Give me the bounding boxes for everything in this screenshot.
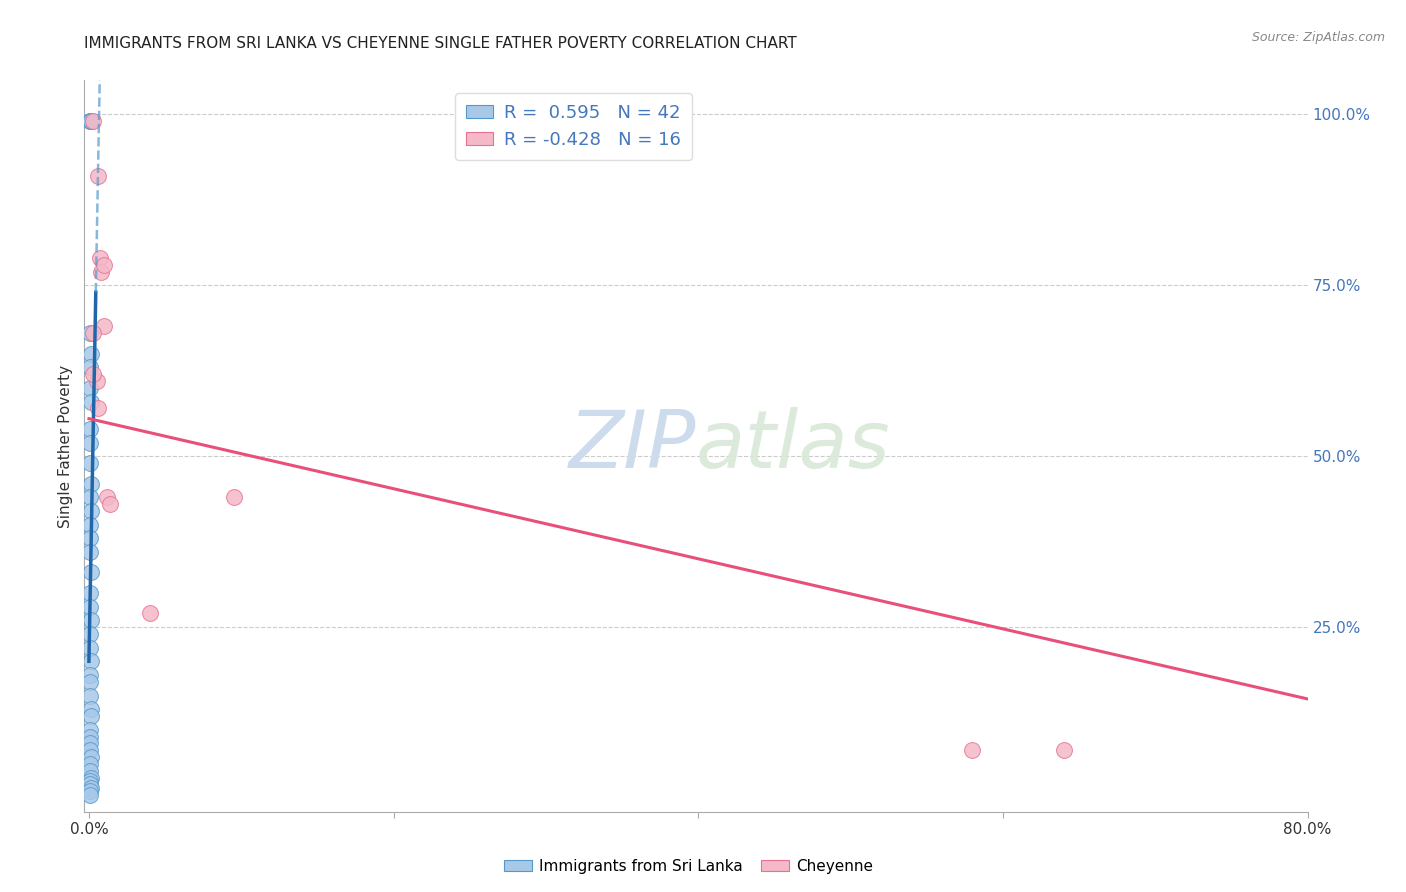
Legend: R =  0.595   N = 42, R = -0.428   N = 16: R = 0.595 N = 42, R = -0.428 N = 16 xyxy=(456,93,692,160)
Point xyxy=(79,689,101,703)
Point xyxy=(83,368,105,382)
Point xyxy=(80,702,103,716)
Point xyxy=(79,517,101,532)
Point xyxy=(79,640,101,655)
Point xyxy=(962,743,984,757)
Point xyxy=(79,784,101,798)
Legend: Immigrants from Sri Lanka, Cheyenne: Immigrants from Sri Lanka, Cheyenne xyxy=(498,853,880,880)
Point xyxy=(79,326,101,341)
Point xyxy=(80,114,103,128)
Point xyxy=(93,258,115,272)
Point xyxy=(79,777,101,791)
Point xyxy=(79,114,101,128)
Point xyxy=(79,545,101,559)
Point xyxy=(93,319,115,334)
Point xyxy=(86,374,108,388)
Point xyxy=(79,674,101,689)
Point xyxy=(79,774,101,789)
Point xyxy=(80,771,103,785)
Point xyxy=(79,723,101,737)
Point xyxy=(80,654,103,668)
Y-axis label: Single Father Poverty: Single Father Poverty xyxy=(58,365,73,527)
Point xyxy=(79,788,101,802)
Point xyxy=(79,627,101,641)
Point xyxy=(80,504,103,518)
Point xyxy=(89,251,111,265)
Point xyxy=(80,709,103,723)
Point xyxy=(80,750,103,764)
Point xyxy=(222,490,245,504)
Point xyxy=(79,736,101,750)
Point xyxy=(79,531,101,545)
Point xyxy=(79,668,101,682)
Point xyxy=(80,613,103,627)
Point xyxy=(83,114,105,128)
Point xyxy=(79,756,101,771)
Point xyxy=(79,743,101,757)
Point xyxy=(87,401,110,416)
Point xyxy=(79,435,101,450)
Point xyxy=(90,265,112,279)
Text: atlas: atlas xyxy=(696,407,891,485)
Text: IMMIGRANTS FROM SRI LANKA VS CHEYENNE SINGLE FATHER POVERTY CORRELATION CHART: IMMIGRANTS FROM SRI LANKA VS CHEYENNE SI… xyxy=(84,36,797,51)
Point xyxy=(80,566,103,580)
Point xyxy=(80,347,103,361)
Point xyxy=(87,169,110,183)
Point xyxy=(79,422,101,436)
Point xyxy=(139,607,162,621)
Point xyxy=(79,730,101,744)
Point xyxy=(79,599,101,614)
Point xyxy=(96,490,118,504)
Point xyxy=(79,764,101,778)
Text: ZIP: ZIP xyxy=(568,407,696,485)
Point xyxy=(80,394,103,409)
Point xyxy=(79,360,101,375)
Point xyxy=(83,326,105,341)
Point xyxy=(98,497,121,511)
Point xyxy=(79,490,101,504)
Point xyxy=(1053,743,1076,757)
Point xyxy=(79,456,101,470)
Point xyxy=(79,586,101,600)
Point xyxy=(80,476,103,491)
Point xyxy=(79,381,101,395)
Point xyxy=(79,114,101,128)
Point xyxy=(80,780,103,795)
Text: Source: ZipAtlas.com: Source: ZipAtlas.com xyxy=(1251,31,1385,45)
